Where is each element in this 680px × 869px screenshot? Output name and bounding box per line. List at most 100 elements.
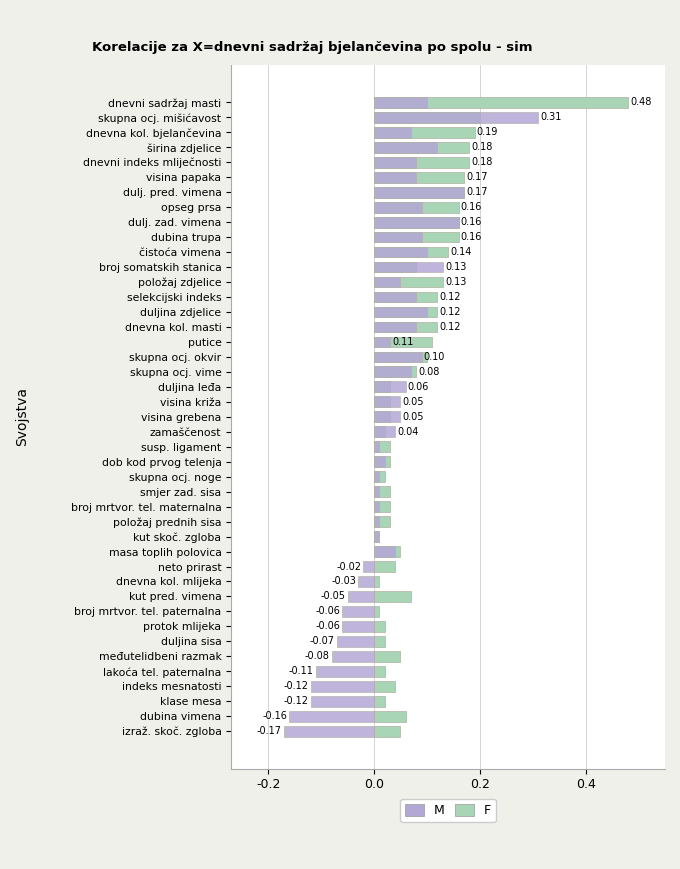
Bar	[374, 396, 401, 408]
Bar	[332, 651, 374, 662]
Bar	[311, 696, 374, 706]
Bar	[374, 561, 395, 572]
Bar	[374, 591, 411, 602]
Bar	[311, 681, 374, 692]
Bar	[374, 441, 390, 452]
Bar	[374, 576, 379, 587]
Bar	[374, 262, 443, 273]
Bar	[374, 411, 401, 422]
Legend: M, F: M, F	[401, 799, 496, 822]
Bar	[374, 696, 385, 706]
Bar	[289, 711, 374, 721]
Text: -0.16: -0.16	[262, 711, 287, 721]
Text: 0.18: 0.18	[471, 143, 493, 152]
Bar	[374, 381, 406, 392]
Bar	[374, 127, 475, 137]
Text: 0.12: 0.12	[439, 322, 461, 332]
Bar	[374, 651, 401, 662]
Bar	[374, 681, 395, 692]
Bar	[374, 427, 385, 437]
Bar	[374, 336, 390, 348]
Text: 0.05: 0.05	[403, 397, 424, 407]
Text: 0.10: 0.10	[424, 352, 445, 362]
Bar	[374, 97, 628, 108]
Text: 0.19: 0.19	[477, 127, 498, 137]
Bar	[374, 711, 406, 721]
Text: 0.08: 0.08	[418, 367, 440, 377]
Bar	[374, 292, 416, 302]
Bar	[374, 292, 437, 302]
Bar	[374, 621, 385, 632]
Bar	[374, 216, 458, 228]
Text: 0.31: 0.31	[540, 112, 562, 123]
Text: -0.08: -0.08	[305, 652, 330, 661]
Bar	[374, 322, 416, 332]
Bar	[374, 546, 401, 557]
Bar	[374, 487, 390, 497]
Y-axis label: Svojstva: Svojstva	[15, 388, 29, 447]
Text: -0.05: -0.05	[320, 592, 345, 601]
Bar	[342, 621, 374, 632]
Bar	[374, 411, 390, 422]
Bar	[374, 262, 416, 273]
Bar	[374, 276, 443, 288]
Bar	[358, 576, 374, 587]
Bar	[347, 591, 374, 602]
Bar	[374, 367, 416, 377]
Text: -0.02: -0.02	[337, 561, 361, 572]
Bar	[374, 606, 379, 617]
Bar	[374, 156, 416, 168]
Text: 0.04: 0.04	[397, 427, 419, 437]
Bar	[374, 441, 379, 452]
Bar	[374, 202, 458, 213]
Bar	[374, 322, 437, 332]
Bar	[374, 471, 385, 482]
Bar	[374, 351, 427, 362]
Bar	[374, 172, 416, 182]
Bar	[374, 336, 432, 348]
Text: 0.18: 0.18	[471, 157, 493, 167]
Bar	[374, 232, 422, 242]
Bar	[374, 501, 390, 512]
Bar	[374, 142, 437, 153]
Bar	[374, 456, 385, 468]
Bar	[374, 456, 390, 468]
Bar	[374, 187, 464, 197]
Bar	[374, 202, 422, 213]
Bar	[374, 127, 411, 137]
Bar	[374, 156, 469, 168]
Bar	[374, 351, 422, 362]
Bar	[374, 666, 385, 677]
Bar	[374, 97, 427, 108]
Text: Korelacije za X=dnevni sadržaj bjelančevina po spolu - sim: Korelacije za X=dnevni sadržaj bjelančev…	[92, 41, 533, 54]
Bar	[374, 112, 538, 123]
Bar	[374, 427, 395, 437]
Text: -0.06: -0.06	[316, 607, 340, 616]
Text: 0.11: 0.11	[392, 337, 413, 347]
Text: -0.03: -0.03	[331, 576, 356, 587]
Bar	[374, 367, 411, 377]
Text: 0.14: 0.14	[450, 247, 471, 257]
Text: 0.16: 0.16	[461, 217, 482, 227]
Text: -0.11: -0.11	[289, 667, 313, 676]
Text: -0.17: -0.17	[257, 726, 282, 736]
Text: 0.16: 0.16	[461, 232, 482, 242]
X-axis label: Kor.koeficient: Kor.koeficient	[401, 799, 495, 813]
Bar	[374, 487, 379, 497]
Bar	[374, 381, 390, 392]
Bar	[374, 531, 379, 542]
Bar	[374, 396, 390, 408]
Text: 0.12: 0.12	[439, 307, 461, 317]
Bar	[374, 636, 385, 647]
Bar	[316, 666, 374, 677]
Text: 0.16: 0.16	[461, 202, 482, 212]
Bar	[374, 307, 427, 317]
Bar	[374, 276, 401, 288]
Bar	[374, 501, 379, 512]
Text: 0.12: 0.12	[439, 292, 461, 302]
Bar	[374, 216, 458, 228]
Bar	[374, 546, 395, 557]
Text: -0.07: -0.07	[310, 636, 335, 647]
Bar	[374, 516, 379, 527]
Bar	[342, 606, 374, 617]
